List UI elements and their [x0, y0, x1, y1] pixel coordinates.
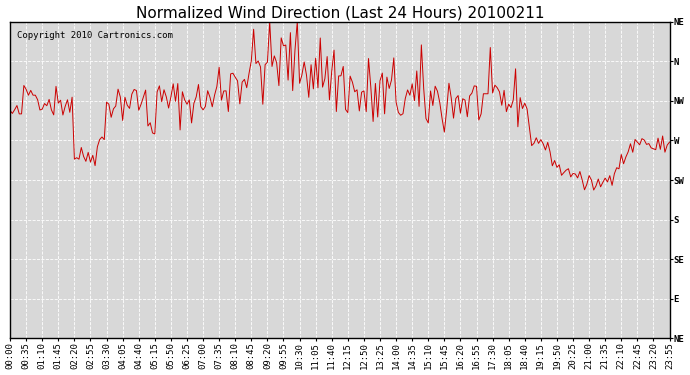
- Text: Copyright 2010 Cartronics.com: Copyright 2010 Cartronics.com: [17, 31, 172, 40]
- Title: Normalized Wind Direction (Last 24 Hours) 20100211: Normalized Wind Direction (Last 24 Hours…: [135, 6, 544, 21]
